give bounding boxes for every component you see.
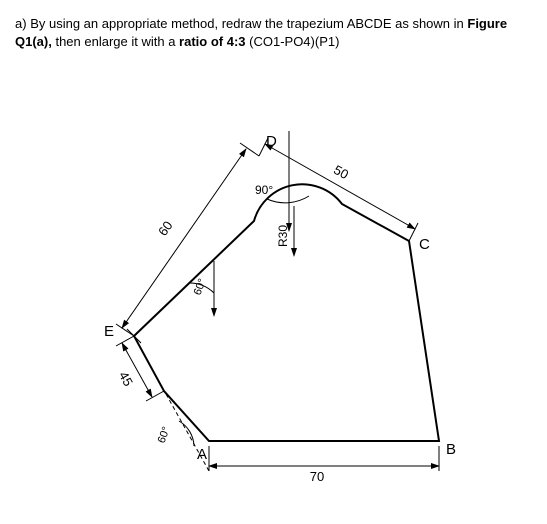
label-C: C bbox=[419, 236, 430, 253]
question-prefix: a) bbox=[15, 16, 27, 31]
question-b2: ratio of 4:3 bbox=[179, 34, 245, 49]
dim-angle-DE: 60° bbox=[191, 277, 208, 297]
dim-AB: 70 bbox=[309, 469, 323, 484]
question-p1: By using an appropriate method, redraw t… bbox=[30, 16, 467, 31]
question-p2: then enlarge it with a bbox=[55, 34, 179, 49]
dim-DE: 60 bbox=[155, 219, 176, 239]
question-text: a) By using an appropriate method, redra… bbox=[15, 15, 532, 51]
dim-radius: R30 bbox=[276, 225, 290, 247]
label-A: A bbox=[197, 446, 207, 463]
question-p3: (CO1-PO4)(P1) bbox=[249, 34, 339, 49]
dim-CD: 50 bbox=[331, 162, 351, 182]
label-B: B bbox=[446, 441, 456, 458]
engineering-drawing: A B C D E 70 50 60 45 90° R30 bbox=[39, 71, 509, 491]
dim-angle-EA: 60° bbox=[155, 425, 172, 445]
dim-angle-D: 90° bbox=[255, 183, 273, 197]
label-E: E bbox=[104, 323, 114, 340]
dim-EA: 45 bbox=[115, 369, 135, 389]
